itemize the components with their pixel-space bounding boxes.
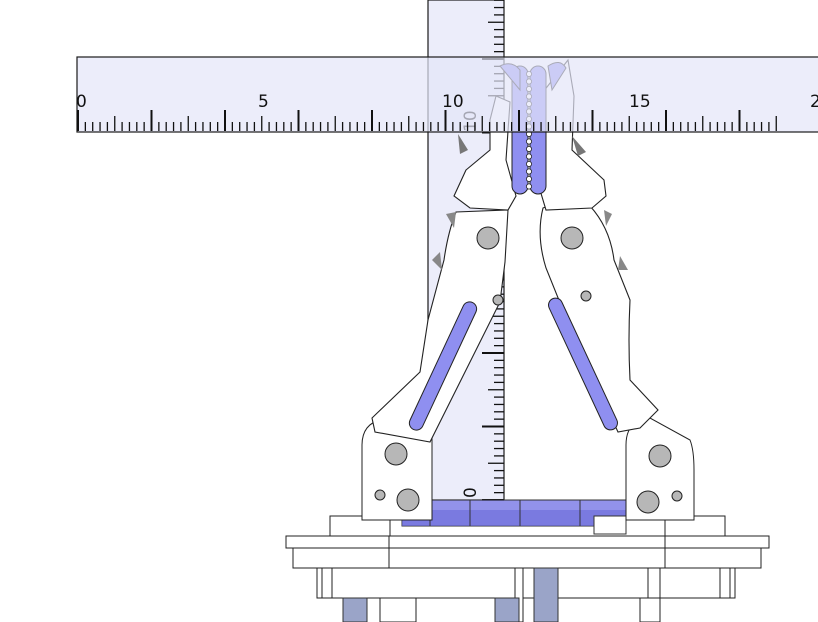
chain-link	[526, 168, 533, 175]
right-foot	[664, 515, 726, 537]
right-tower-pin-bottom	[636, 490, 660, 514]
sensor-plate	[401, 499, 627, 535]
hruler-label-5: 5	[258, 92, 269, 112]
chain-link	[526, 183, 533, 190]
chain-link	[526, 160, 533, 167]
hruler-label-20: 2	[810, 92, 818, 112]
left-arm-pivot	[476, 226, 500, 250]
frame-lower	[316, 567, 736, 599]
base-frame	[285, 515, 770, 622]
chain-link	[526, 175, 533, 182]
left-foot	[329, 515, 391, 537]
chain-link	[526, 153, 533, 160]
right-post	[639, 597, 661, 622]
left-post	[379, 597, 417, 622]
right-tower-pin-top	[648, 444, 672, 468]
chain-link	[526, 145, 533, 152]
cylinder-center-left	[494, 597, 520, 622]
right-arm-pad	[548, 297, 618, 431]
hruler-label-10: 10	[442, 92, 464, 112]
vruler-label-0: 0	[461, 487, 481, 498]
cylinders	[342, 567, 559, 622]
right-arm	[539, 202, 659, 433]
hruler-label-15: 15	[629, 92, 651, 112]
left-arm	[371, 209, 509, 443]
cylinder-center-right	[533, 567, 559, 622]
horizontal-ruler-body	[76, 56, 818, 133]
left-arm-pad	[408, 301, 478, 431]
base-plate-top	[285, 535, 770, 549]
cylinder-left	[342, 597, 368, 622]
horizontal-ruler[interactable]: 0 5 10 15 2	[76, 56, 818, 133]
hruler-label-0: 0	[76, 92, 87, 112]
base-plate	[292, 547, 762, 569]
right-tower	[625, 410, 695, 521]
right-arm-pivot	[560, 226, 584, 250]
chain-link	[526, 138, 533, 145]
left-tower-pin-bottom	[396, 488, 420, 512]
left-tower-pin-top	[384, 442, 408, 466]
horizontal-ruler-ticks	[77, 110, 777, 131]
